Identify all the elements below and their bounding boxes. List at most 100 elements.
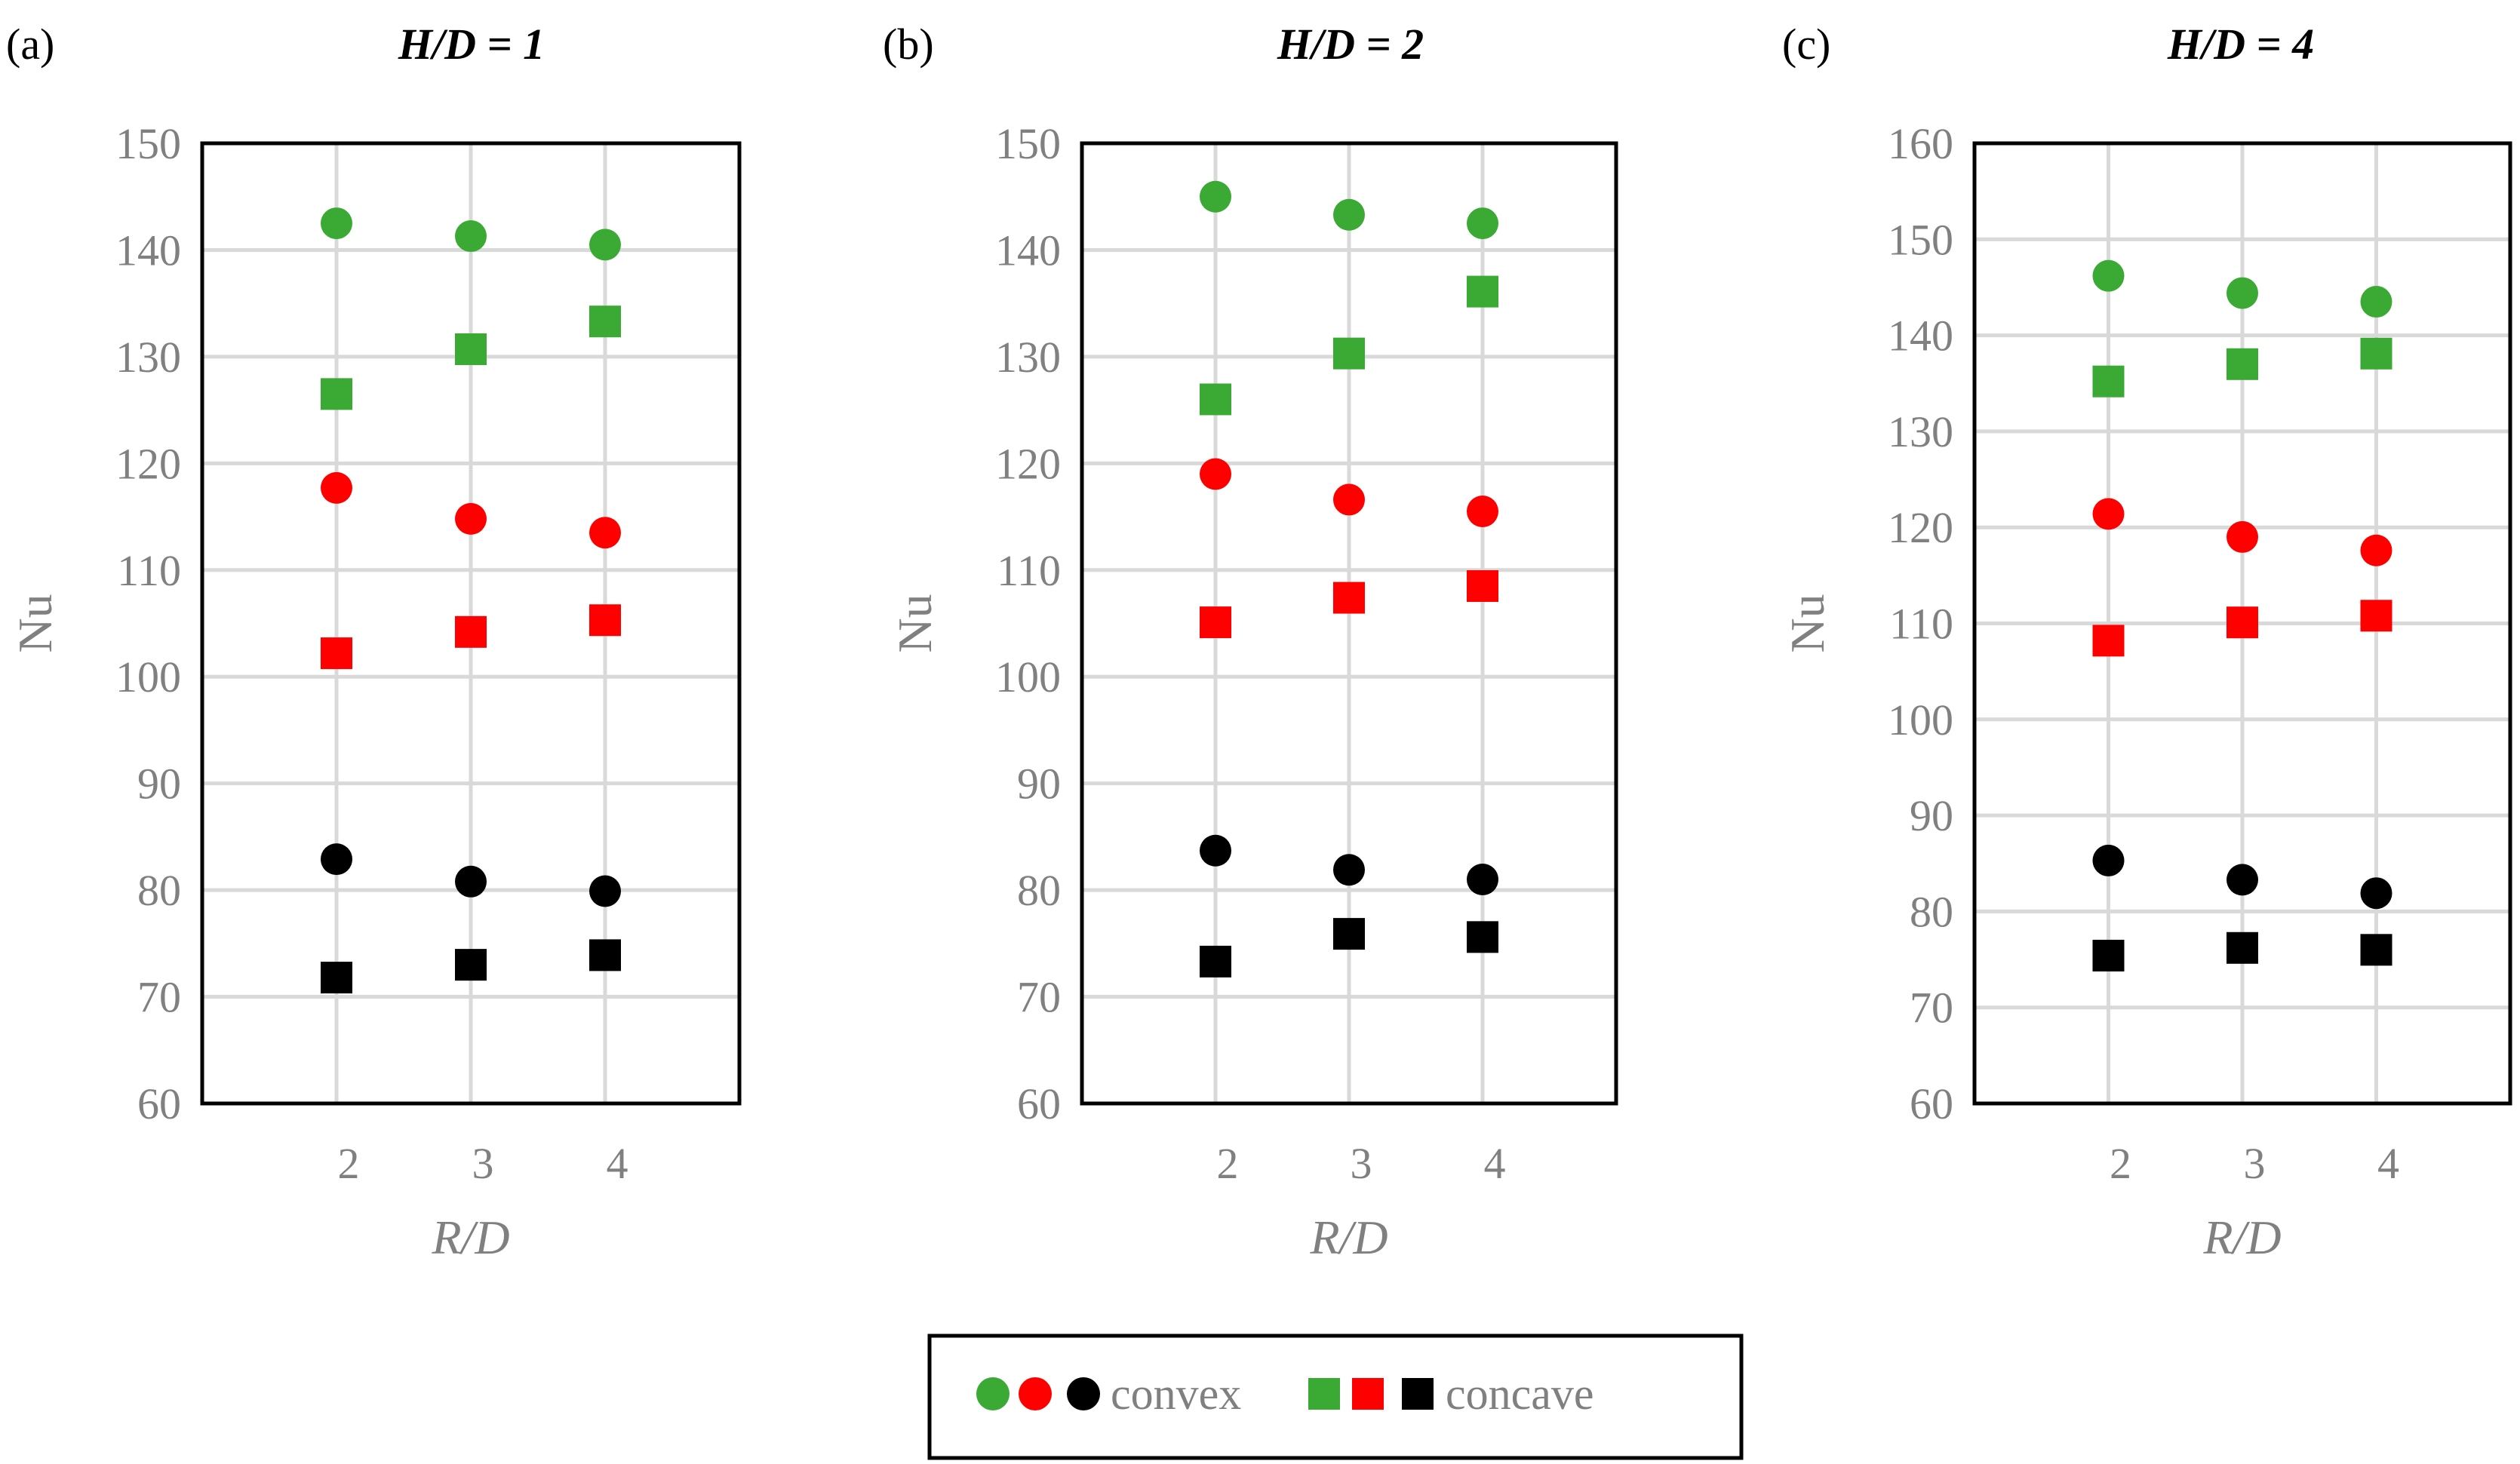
plot-area-frame bbox=[200, 141, 742, 1106]
data-point-convex bbox=[455, 220, 487, 253]
data-point-convex bbox=[2360, 534, 2392, 566]
y-tick-label: 80 bbox=[1017, 866, 1061, 915]
y-tick-label: 70 bbox=[137, 973, 181, 1022]
data-point-concave bbox=[2360, 934, 2392, 966]
y-axis-title: Nu bbox=[1781, 594, 1834, 652]
data-point-concave bbox=[321, 378, 352, 410]
y-tick-label: 90 bbox=[1910, 791, 1953, 840]
x-tick-label: 4 bbox=[2377, 1139, 2399, 1188]
y-tick-label: 80 bbox=[1910, 887, 1953, 936]
data-point-convex bbox=[1333, 854, 1365, 886]
legend-concave-marker-black bbox=[1402, 1378, 1434, 1410]
data-point-convex bbox=[2092, 498, 2125, 530]
data-point-concave bbox=[2227, 931, 2258, 964]
data-point-convex bbox=[1467, 207, 1498, 240]
legend-convex-label: convex bbox=[1111, 1369, 1241, 1419]
y-tick-label: 70 bbox=[1017, 973, 1061, 1022]
data-point-concave bbox=[1200, 606, 1231, 639]
y-tick-label: 110 bbox=[117, 546, 181, 595]
chart-title: H/D = 4 bbox=[2167, 20, 2314, 69]
y-tick-label: 100 bbox=[1888, 695, 1953, 744]
chart-panels: (a) H/D = 1 60 70 80 90 100 110 120 130 140 150 2 3 4 R… bbox=[6, 20, 2512, 1264]
x-tick-label: 2 bbox=[2110, 1139, 2131, 1188]
chart-panel: (a) H/D = 1 60 70 80 90 100 110 120 130 140 150 2 3 4 R… bbox=[6, 20, 742, 1264]
y-tick-label: 90 bbox=[137, 760, 181, 809]
x-tick-label: 3 bbox=[2244, 1139, 2266, 1188]
chart-title: H/D = 1 bbox=[398, 20, 545, 69]
data-point-concave bbox=[2227, 348, 2258, 380]
data-point-concave bbox=[2227, 606, 2258, 639]
y-tick-label: 110 bbox=[997, 546, 1061, 595]
data-point-concave bbox=[1467, 275, 1498, 308]
data-point-convex bbox=[2092, 844, 2125, 876]
y-tick-label: 140 bbox=[1888, 312, 1953, 361]
y-tick-label: 60 bbox=[137, 1079, 181, 1128]
panel-label: (c) bbox=[1782, 20, 1830, 69]
data-point-convex bbox=[1467, 495, 1498, 527]
x-tick-label: 3 bbox=[1351, 1139, 1372, 1188]
x-tick-label: 2 bbox=[338, 1139, 360, 1188]
panel-label: (b) bbox=[883, 20, 934, 69]
data-point-concave bbox=[1467, 569, 1498, 602]
data-point-convex bbox=[455, 865, 487, 898]
data-point-convex bbox=[321, 471, 352, 504]
data-point-concave bbox=[589, 604, 621, 637]
legend-convex-marker-black bbox=[1067, 1377, 1100, 1410]
chart-panel: (c) H/D = 4 60 70 80 90 100 110 120 130 140 150 160 2… bbox=[1781, 20, 2512, 1264]
y-tick-label: 90 bbox=[1017, 760, 1061, 809]
data-point-concave bbox=[455, 615, 487, 648]
data-point-convex bbox=[2360, 877, 2392, 910]
y-tick-label: 120 bbox=[115, 439, 181, 488]
data-point-convex bbox=[2227, 520, 2258, 553]
data-point-concave bbox=[455, 333, 487, 365]
data-point-concave bbox=[589, 305, 621, 338]
data-point-convex bbox=[2227, 277, 2258, 309]
chart-title: H/D = 2 bbox=[1277, 20, 1424, 69]
y-axis-title: Nu bbox=[888, 594, 942, 652]
data-point-convex bbox=[589, 517, 621, 549]
y-tick-label: 80 bbox=[137, 866, 181, 915]
y-tick-label: 110 bbox=[1889, 600, 1953, 649]
data-point-concave bbox=[589, 939, 621, 971]
data-point-convex bbox=[321, 207, 352, 240]
data-point-concave bbox=[1333, 918, 1365, 950]
data-point-convex bbox=[589, 229, 621, 261]
x-tick-label: 4 bbox=[607, 1139, 628, 1188]
data-point-concave bbox=[455, 949, 487, 981]
panel-label: (a) bbox=[6, 20, 54, 69]
y-tick-label: 140 bbox=[115, 226, 181, 275]
y-tick-label: 120 bbox=[995, 439, 1061, 488]
y-tick-label: 60 bbox=[1017, 1079, 1061, 1128]
data-point-convex bbox=[1200, 458, 1231, 490]
chart-panel: (b) H/D = 2 60 70 80 90 100 110 120 130 140 150 2 3 4 R… bbox=[883, 20, 1618, 1264]
data-point-concave bbox=[2360, 337, 2392, 370]
data-point-concave bbox=[2092, 939, 2125, 971]
data-point-concave bbox=[2092, 365, 2125, 397]
x-axis-title: R/D bbox=[431, 1211, 509, 1264]
legend-convex-marker-red bbox=[1019, 1377, 1052, 1410]
y-tick-label: 130 bbox=[1888, 407, 1953, 456]
y-axis-title: Nu bbox=[8, 594, 62, 652]
data-point-convex bbox=[589, 875, 621, 907]
data-point-concave bbox=[1333, 582, 1365, 614]
legend-concave-marker-red bbox=[1352, 1378, 1384, 1410]
legend-concave-label: concave bbox=[1446, 1369, 1594, 1419]
y-tick-label: 60 bbox=[1910, 1079, 1953, 1128]
data-point-concave bbox=[1467, 921, 1498, 953]
y-tick-label: 130 bbox=[115, 333, 181, 382]
y-tick-label: 100 bbox=[115, 652, 181, 701]
data-point-convex bbox=[1333, 483, 1365, 516]
data-point-convex bbox=[2227, 864, 2258, 896]
legend-concave-marker-green bbox=[1308, 1378, 1340, 1410]
data-point-convex bbox=[2360, 286, 2392, 318]
x-axis-title: R/D bbox=[1309, 1211, 1388, 1264]
x-axis-title: R/D bbox=[2202, 1211, 2281, 1264]
data-point-convex bbox=[1200, 180, 1231, 213]
y-tick-label: 150 bbox=[1888, 215, 1953, 264]
data-point-convex bbox=[2092, 259, 2125, 292]
data-point-convex bbox=[321, 843, 352, 876]
x-tick-label: 2 bbox=[1217, 1139, 1239, 1188]
data-point-concave bbox=[1333, 337, 1365, 370]
y-tick-label: 100 bbox=[995, 652, 1061, 701]
